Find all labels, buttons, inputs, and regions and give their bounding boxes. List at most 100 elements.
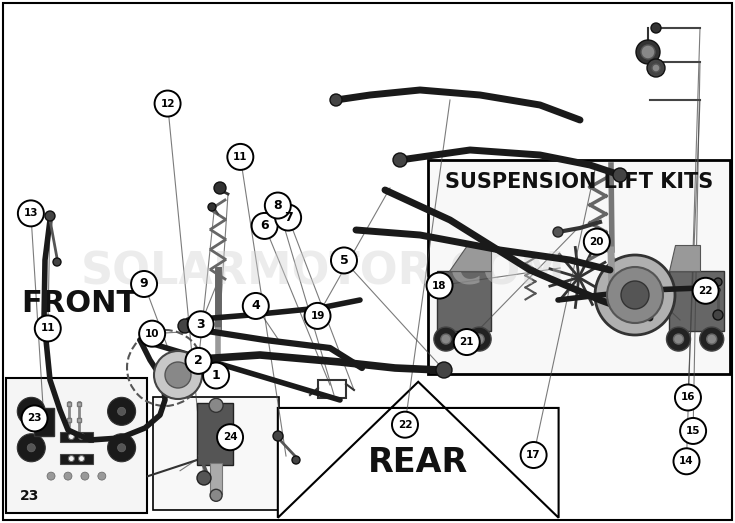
- Bar: [153, 397, 279, 510]
- Circle shape: [35, 315, 61, 342]
- Text: SOLARMOTOR.COM: SOLARMOTOR.COM: [81, 251, 566, 293]
- Text: 1: 1: [212, 369, 220, 382]
- Circle shape: [243, 293, 269, 319]
- Circle shape: [197, 471, 211, 485]
- Bar: [6, 378, 147, 513]
- Text: 23: 23: [27, 413, 42, 424]
- Circle shape: [651, 23, 661, 33]
- Circle shape: [673, 334, 684, 344]
- Text: 15: 15: [686, 426, 700, 436]
- Circle shape: [273, 431, 283, 441]
- Circle shape: [467, 327, 491, 351]
- Circle shape: [265, 192, 291, 219]
- Circle shape: [203, 362, 229, 389]
- Polygon shape: [449, 245, 491, 271]
- Circle shape: [185, 348, 212, 374]
- Bar: [77, 418, 82, 422]
- Text: 22: 22: [398, 419, 412, 430]
- Circle shape: [275, 204, 301, 231]
- Bar: [60, 453, 93, 463]
- Text: 7: 7: [284, 211, 293, 224]
- Text: 17: 17: [526, 450, 541, 460]
- Circle shape: [700, 327, 724, 351]
- Circle shape: [81, 472, 89, 480]
- Circle shape: [636, 40, 660, 64]
- Circle shape: [474, 334, 484, 344]
- Bar: [34, 408, 54, 436]
- Circle shape: [453, 329, 480, 355]
- Circle shape: [64, 472, 72, 480]
- Polygon shape: [278, 382, 559, 518]
- Bar: [68, 418, 71, 422]
- Circle shape: [667, 327, 690, 351]
- Circle shape: [680, 418, 706, 444]
- Bar: [68, 402, 71, 406]
- Circle shape: [553, 227, 563, 237]
- Text: 2: 2: [194, 355, 203, 367]
- Circle shape: [107, 434, 135, 462]
- Circle shape: [227, 144, 254, 170]
- Text: REAR: REAR: [368, 446, 468, 480]
- Text: 20: 20: [589, 236, 604, 247]
- Text: 11: 11: [233, 152, 248, 162]
- Text: 8: 8: [273, 199, 282, 212]
- Circle shape: [178, 319, 192, 333]
- Bar: [60, 431, 93, 441]
- Circle shape: [209, 399, 223, 412]
- Text: 24: 24: [223, 432, 237, 442]
- Circle shape: [217, 424, 243, 450]
- Circle shape: [520, 442, 547, 468]
- Circle shape: [675, 384, 701, 411]
- Circle shape: [154, 90, 181, 117]
- Circle shape: [673, 448, 700, 474]
- Circle shape: [214, 182, 226, 194]
- Circle shape: [304, 303, 331, 329]
- Circle shape: [131, 271, 157, 297]
- Circle shape: [139, 321, 165, 347]
- Bar: [428, 160, 730, 374]
- Circle shape: [441, 334, 451, 344]
- Circle shape: [426, 272, 453, 299]
- Text: SUSPENSION LIFT KITS: SUSPENSION LIFT KITS: [445, 172, 713, 191]
- Circle shape: [692, 278, 719, 304]
- Circle shape: [18, 397, 46, 425]
- Circle shape: [154, 351, 202, 399]
- Circle shape: [434, 327, 458, 351]
- Circle shape: [47, 472, 55, 480]
- Circle shape: [21, 405, 48, 431]
- Circle shape: [98, 472, 106, 480]
- Text: 22: 22: [698, 286, 713, 296]
- Bar: [209, 463, 223, 494]
- Circle shape: [647, 59, 665, 77]
- Circle shape: [584, 229, 610, 255]
- Text: 4: 4: [251, 300, 260, 312]
- Text: 6: 6: [260, 220, 269, 232]
- Circle shape: [18, 200, 44, 226]
- Polygon shape: [670, 245, 700, 271]
- Text: 5: 5: [340, 254, 348, 267]
- Text: 3: 3: [196, 318, 205, 331]
- Circle shape: [251, 213, 278, 239]
- Circle shape: [621, 281, 649, 309]
- Text: 23: 23: [20, 490, 39, 503]
- Circle shape: [613, 168, 627, 182]
- Text: 11: 11: [40, 323, 55, 334]
- Text: 19: 19: [310, 311, 325, 321]
- Circle shape: [27, 444, 35, 452]
- Text: 10: 10: [145, 328, 159, 339]
- Circle shape: [393, 153, 407, 167]
- Circle shape: [68, 456, 74, 462]
- Circle shape: [392, 412, 418, 438]
- Circle shape: [79, 456, 85, 462]
- Circle shape: [18, 434, 46, 462]
- Circle shape: [45, 211, 55, 221]
- Circle shape: [707, 334, 717, 344]
- Bar: [77, 402, 82, 406]
- Text: 9: 9: [140, 278, 148, 290]
- Circle shape: [118, 407, 126, 415]
- Circle shape: [714, 278, 722, 286]
- Circle shape: [53, 258, 61, 266]
- Circle shape: [652, 64, 660, 72]
- Circle shape: [713, 310, 723, 320]
- Circle shape: [330, 94, 342, 106]
